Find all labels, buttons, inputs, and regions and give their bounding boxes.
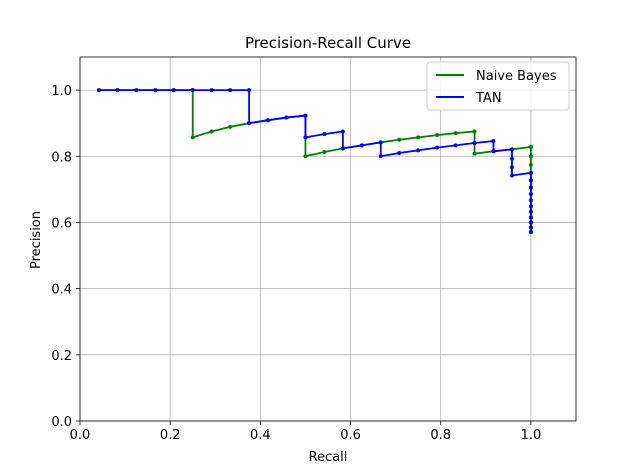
data-point-tan xyxy=(340,129,345,134)
data-point-tan xyxy=(509,156,514,161)
data-point-naive-bayes xyxy=(416,135,421,140)
data-point-tan xyxy=(528,209,533,214)
data-point-tan xyxy=(247,88,252,93)
data-point-tan xyxy=(528,185,533,190)
data-point-naive-bayes xyxy=(190,135,195,140)
grid xyxy=(79,57,576,422)
x-tick-label: 0.6 xyxy=(340,428,361,443)
data-point-tan xyxy=(378,140,383,145)
data-point-tan xyxy=(528,178,533,183)
data-point-tan xyxy=(134,88,139,93)
data-point-tan xyxy=(509,165,514,170)
data-point-tan xyxy=(528,225,533,230)
y-axis-label: Precision xyxy=(29,211,44,269)
data-point-tan xyxy=(528,170,533,175)
data-point-tan xyxy=(528,220,533,225)
data-point-naive-bayes xyxy=(472,129,477,134)
series-group xyxy=(96,88,533,235)
data-point-tan xyxy=(153,88,158,93)
y-tick-label: 0.6 xyxy=(51,216,72,231)
x-axis-label: Recall xyxy=(309,450,348,465)
data-point-tan xyxy=(96,88,101,93)
data-point-tan xyxy=(322,132,327,137)
data-point-tan xyxy=(416,148,421,153)
x-tick-label: 0.4 xyxy=(250,428,271,443)
y-tick-label: 0.0 xyxy=(51,415,72,430)
x-tick-label: 0.8 xyxy=(430,428,451,443)
data-point-tan xyxy=(528,215,533,220)
data-point-tan xyxy=(378,154,383,159)
data-point-naive-bayes xyxy=(228,124,233,129)
data-point-tan xyxy=(528,204,533,209)
data-point-tan xyxy=(190,88,195,93)
x-tick-label: 0.0 xyxy=(70,428,91,443)
y-tick-label: 0.2 xyxy=(51,349,72,364)
data-point-tan xyxy=(491,149,496,154)
y-tick-label: 0.4 xyxy=(51,283,72,298)
data-point-tan xyxy=(528,192,533,196)
data-point-tan xyxy=(284,115,289,120)
legend-label-tan: TAN xyxy=(475,91,502,106)
data-point-tan xyxy=(115,88,120,93)
data-point-tan xyxy=(266,118,271,123)
data-point-tan xyxy=(491,139,496,144)
data-point-tan xyxy=(228,88,233,93)
y-tick-label: 0.8 xyxy=(51,150,72,165)
x-tick-label: 0.2 xyxy=(160,428,181,443)
data-point-tan xyxy=(247,121,252,126)
data-point-tan xyxy=(435,145,440,150)
data-point-tan xyxy=(472,141,477,146)
data-point-naive-bayes xyxy=(528,162,533,167)
data-point-tan xyxy=(509,147,514,152)
data-point-naive-bayes xyxy=(453,131,458,136)
legend-label-naive-bayes: Naive Bayes xyxy=(476,69,557,84)
data-point-naive-bayes xyxy=(322,149,327,154)
legend: Naive Bayes TAN xyxy=(426,61,570,111)
chart-title: Precision-Recall Curve xyxy=(245,34,411,52)
data-point-tan xyxy=(509,173,514,178)
x-tick-label: 1.0 xyxy=(521,428,542,443)
data-point-naive-bayes xyxy=(209,129,214,134)
data-point-naive-bayes xyxy=(528,154,533,159)
data-point-tan xyxy=(171,88,176,93)
data-point-tan xyxy=(397,150,402,155)
data-point-tan xyxy=(303,135,308,140)
data-point-naive-bayes xyxy=(397,137,402,142)
axes-frame xyxy=(79,56,577,422)
data-point-naive-bayes xyxy=(528,145,533,150)
ticks: 0.0 0.2 0.4 0.6 0.8 1.0 0.0 0.2 0.4 0.6 0.8 1.0 xyxy=(51,84,541,443)
y-tick-label: 1.0 xyxy=(51,84,72,99)
data-point-tan xyxy=(303,113,308,118)
data-point-naive-bayes xyxy=(472,151,477,156)
series-tan xyxy=(96,88,533,235)
data-point-naive-bayes xyxy=(435,133,440,138)
data-point-tan xyxy=(528,198,533,203)
data-point-tan xyxy=(453,143,458,148)
data-point-tan xyxy=(528,230,533,235)
data-point-tan xyxy=(209,88,214,93)
data-point-tan xyxy=(359,143,364,148)
data-point-tan xyxy=(340,146,345,151)
data-point-naive-bayes xyxy=(303,154,308,159)
